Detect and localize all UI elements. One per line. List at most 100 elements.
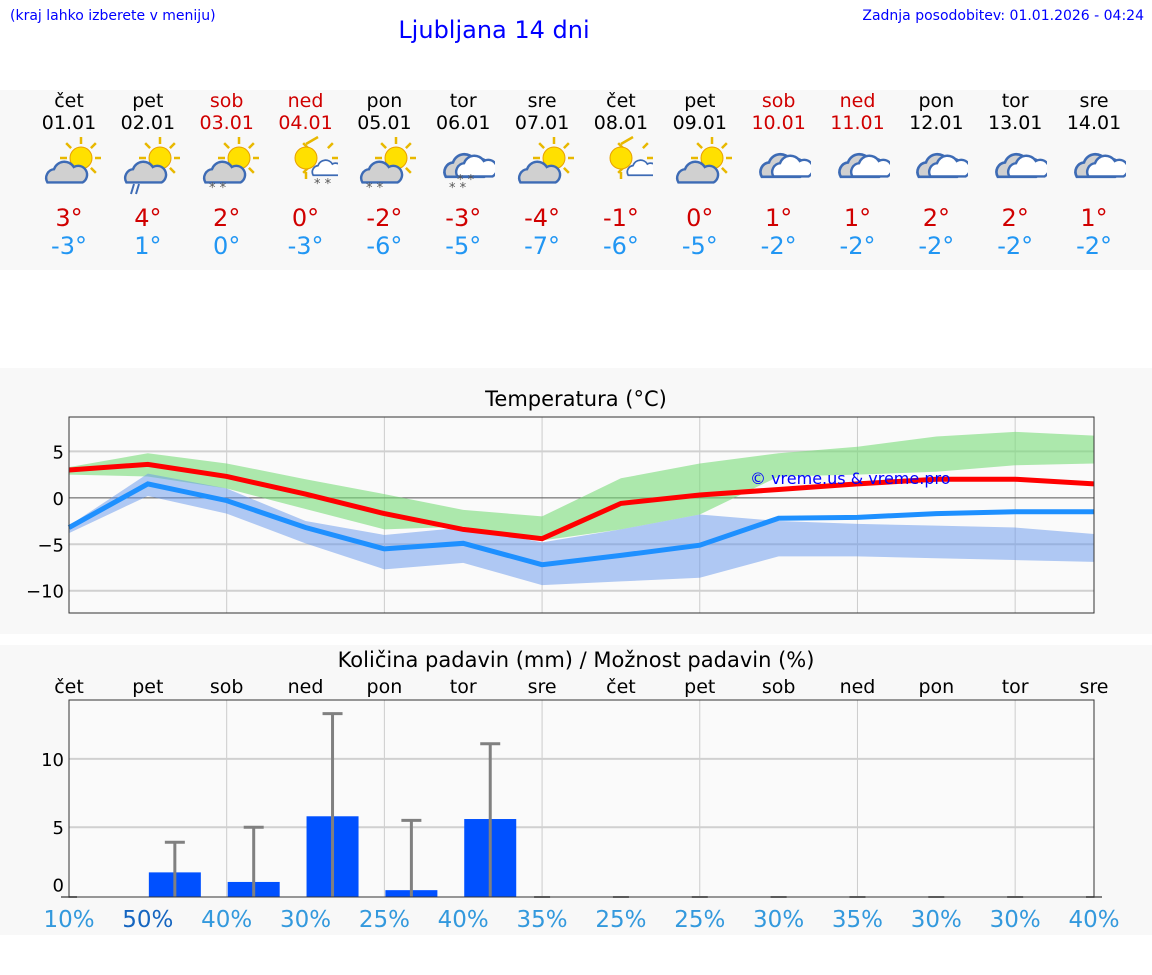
- max-temp: 1°: [1080, 204, 1108, 232]
- clouds-icon: [975, 136, 1055, 198]
- precipitation-section: Količina padavin (mm) / Možnost padavin …: [0, 645, 1152, 935]
- clouds-icon: [739, 136, 819, 198]
- max-range-band: [69, 431, 1094, 541]
- precip-chance: 40%: [1068, 907, 1119, 933]
- precip-chance: 10%: [43, 907, 94, 933]
- min-temp: -3°: [51, 232, 87, 260]
- day-name: sob: [209, 90, 244, 112]
- precip-chance: 30%: [990, 907, 1041, 933]
- day-name: pon: [366, 90, 403, 112]
- precipitation-chart: 0 5 10 čet 10% pet 50% sob 40% ned 30% pon 25% tor 40%…: [41, 676, 1119, 933]
- page-title: Ljubljana 14 dni: [398, 16, 590, 44]
- day-column: ned 11.01 1° -2°: [818, 90, 898, 260]
- day-date: 02.01: [120, 112, 176, 134]
- day-column: sre 07.01 -4° -7°: [502, 90, 582, 260]
- day-date: 01.01: [41, 112, 97, 134]
- min-range-band: [69, 473, 1094, 586]
- day-label: sre: [1080, 676, 1109, 698]
- day-label: pon: [367, 676, 403, 698]
- min-temp: -3°: [287, 232, 324, 260]
- day-date: 14.01: [1066, 112, 1122, 134]
- precip-chance: 30%: [911, 907, 962, 933]
- sun-small-cloud-icon: [581, 136, 661, 198]
- day-name: sob: [761, 90, 796, 112]
- temperature-chart: 5 0 −5 −10 © vreme.us & vreme.pro: [26, 416, 1095, 614]
- clouds-icon: [896, 136, 976, 198]
- day-column: tor 13.01 2° -2°: [975, 90, 1055, 260]
- day-name: ned: [839, 90, 876, 112]
- day-date: 05.01: [357, 112, 412, 134]
- precip-chance: 25%: [674, 907, 725, 933]
- min-temp: -5°: [445, 232, 482, 260]
- watermark: © vreme.us & vreme.pro: [750, 469, 951, 488]
- day-date: 12.01: [909, 112, 964, 134]
- day-name: sre: [1079, 90, 1109, 112]
- day-date: 04.01: [278, 112, 333, 134]
- max-temp: 1°: [765, 204, 793, 232]
- precip-chance: 30%: [280, 907, 331, 933]
- day-label: sob: [210, 676, 244, 698]
- plot-frame: [68, 699, 1095, 898]
- day-label: tor: [450, 676, 477, 698]
- precip-chance: 35%: [517, 907, 568, 933]
- max-temp: 0°: [686, 204, 714, 232]
- day-label: ned: [840, 676, 876, 698]
- day-name: čet: [606, 90, 636, 112]
- day-label: ned: [288, 676, 324, 698]
- day-date: 09.01: [672, 112, 727, 134]
- min-temp: -2°: [997, 232, 1034, 260]
- max-temp: 0°: [291, 204, 320, 232]
- plot-frame: [68, 416, 1095, 614]
- min-temp: -2°: [839, 232, 876, 260]
- min-temp: 1°: [134, 232, 162, 260]
- temperature-section: Temperatura (°C) 5 0 −5 −10 © vreme.us & vre…: [0, 368, 1152, 634]
- day-date: 11.01: [830, 112, 885, 134]
- precip-chance: 50%: [122, 907, 173, 933]
- y-tick-label: −10: [26, 582, 64, 603]
- max-temp: 2°: [213, 204, 241, 232]
- sun-cloud-snow-icon: * *: [187, 136, 267, 198]
- plot-area: [69, 700, 1094, 897]
- sun-cloud-icon: [29, 136, 109, 198]
- temperature-chart-title: Temperatura (°C): [485, 387, 667, 411]
- svg-text:* *: * *: [457, 173, 475, 188]
- clouds-icon: [818, 136, 898, 198]
- min-temp: -2°: [918, 232, 955, 260]
- day-date: 06.01: [436, 112, 491, 134]
- min-temp: -5°: [681, 232, 718, 260]
- min-temp-line: [67, 481, 1094, 568]
- precip-chance: 30%: [753, 907, 804, 933]
- day-label: pon: [918, 676, 954, 698]
- day-label: čet: [54, 676, 84, 698]
- clouds-icon: [1054, 136, 1134, 198]
- precip-chance: 40%: [201, 907, 252, 933]
- max-temp: -2°: [366, 204, 403, 232]
- day-name: tor: [449, 90, 477, 112]
- precip-chance: 35%: [832, 907, 883, 933]
- day-column: čet 01.01 3° -3°: [29, 90, 109, 260]
- max-temp: -4°: [524, 204, 561, 232]
- precip-chance: 25%: [359, 907, 410, 933]
- svg-text:* *: * *: [449, 181, 467, 196]
- clouds-snow-icon: * * * *: [423, 136, 503, 198]
- day-column: čet 08.01 -1° -6°: [581, 90, 661, 260]
- precip-chance: 40%: [438, 907, 489, 933]
- min-temp: -6°: [602, 232, 639, 260]
- sun-cloud-rain-icon: [108, 136, 188, 198]
- svg-text:* *: * *: [366, 181, 384, 196]
- sun-cloud-icon: [502, 136, 582, 198]
- day-column: ned 04.01 * * 0° -3°: [266, 90, 346, 260]
- day-label: sre: [528, 676, 557, 698]
- day-column: pon 05.01 * * -2° -6°: [344, 90, 424, 260]
- day-name: pet: [684, 90, 716, 112]
- max-temp: 3°: [55, 204, 83, 232]
- day-name: tor: [1001, 90, 1029, 112]
- day-label: pet: [132, 676, 163, 698]
- day-column: tor 06.01 * * * * -3° -5°: [423, 90, 503, 260]
- y-tick-label: 10: [41, 750, 64, 771]
- daily-forecast-strip: čet 01.01 3° -3° pet 02.01 4° 1° sob 03.01…: [0, 90, 1152, 270]
- day-column: sre 14.01 1° -2°: [1054, 90, 1134, 260]
- day-date: 08.01: [593, 112, 649, 134]
- day-column: sob 03.01 * * 2° 0°: [187, 90, 267, 260]
- day-date: 10.01: [751, 112, 806, 134]
